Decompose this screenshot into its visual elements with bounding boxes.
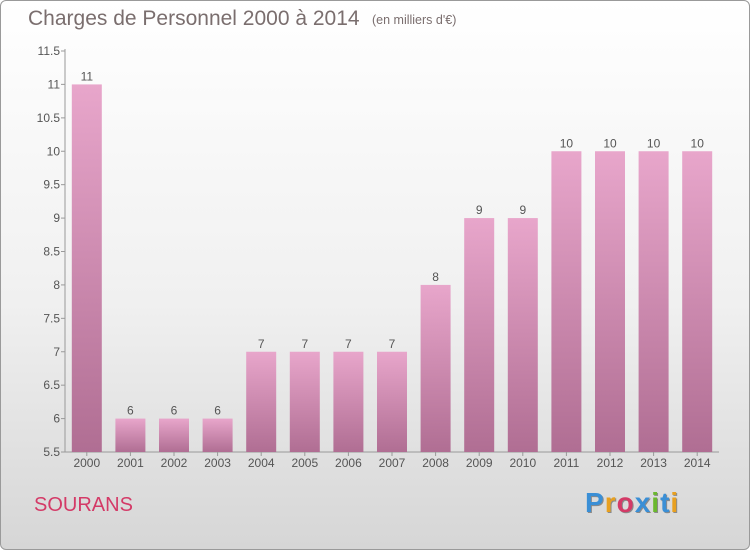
x-tick-label: 2007 — [379, 456, 406, 470]
x-tick-label: 2000 — [73, 456, 100, 470]
bar — [159, 418, 189, 452]
x-tick-label: 2009 — [466, 456, 493, 470]
x-tick-label: 2008 — [422, 456, 449, 470]
bar — [420, 284, 451, 452]
y-tick-label: 7.5 — [43, 311, 60, 325]
x-tick-label: 2006 — [335, 456, 362, 470]
bar — [551, 151, 582, 452]
y-tick-label: 7 — [53, 345, 60, 359]
x-tick-label: 2010 — [509, 456, 536, 470]
logo-letter: i — [670, 487, 680, 518]
x-tick-label: 2013 — [640, 456, 667, 470]
y-tick-label: 9 — [53, 211, 60, 225]
data-label: 7 — [389, 337, 396, 351]
bar — [507, 218, 538, 452]
chart-title: Charges de Personnel 2000 à 2014 — [28, 7, 360, 30]
x-tick-label: 2001 — [117, 456, 144, 470]
y-tick-label: 11 — [48, 77, 61, 91]
y-tick-label: 11.5 — [38, 44, 61, 58]
y-tick-label: 5.5 — [43, 445, 60, 459]
logo-letter: o — [616, 487, 635, 518]
y-tick-label: 8 — [53, 278, 60, 292]
bar — [289, 351, 320, 452]
data-label: 9 — [519, 203, 526, 217]
chart-subtitle: (en milliers d'€) — [372, 13, 457, 27]
y-tick-label: 6.5 — [43, 378, 60, 392]
data-label: 10 — [691, 136, 705, 150]
logo-letter: P — [585, 487, 605, 518]
x-tick-label: 2012 — [597, 456, 624, 470]
x-tick-label: 2004 — [248, 456, 275, 470]
data-label: 10 — [560, 136, 574, 150]
bar — [595, 151, 625, 452]
data-label: 7 — [258, 337, 265, 351]
bar — [333, 351, 364, 452]
y-tick-label: 9.5 — [43, 178, 60, 192]
y-tick-label: 6 — [53, 412, 60, 426]
data-label: 11 — [81, 69, 94, 83]
x-tick-label: 2014 — [684, 456, 711, 470]
bar — [115, 418, 146, 452]
data-label: 10 — [603, 136, 617, 150]
y-tick-label: 8.5 — [43, 245, 60, 259]
data-label: 7 — [301, 337, 308, 351]
data-label: 10 — [647, 136, 661, 150]
proxiti-logo[interactable]: Proxiti — [585, 487, 679, 519]
bar — [638, 151, 669, 452]
bar — [464, 218, 495, 452]
data-label: 6 — [127, 404, 134, 418]
x-tick-label: 2005 — [291, 456, 318, 470]
logo-letter: r — [604, 487, 617, 518]
plot-area: 5.5 6 6.5 7 7.5 8 8.5 9 9.5 10 10.5 11 11.5 11 2000 6 20… — [37, 44, 719, 470]
bar — [202, 418, 233, 452]
data-label: 7 — [345, 337, 352, 351]
x-tick-label: 2011 — [553, 456, 579, 470]
y-tick-label: 10.5 — [37, 111, 61, 125]
bar — [377, 351, 407, 452]
data-label: 8 — [432, 270, 439, 284]
x-tick-label: 2002 — [161, 456, 188, 470]
commune-name: SOURANS — [34, 494, 133, 516]
logo-letter: t — [660, 487, 671, 518]
data-label: 6 — [171, 404, 178, 418]
logo-letter: i — [651, 487, 661, 518]
bar — [682, 151, 713, 452]
logo-letter: x — [634, 487, 652, 518]
bar — [71, 84, 102, 453]
data-label: 6 — [214, 404, 221, 418]
x-tick-label: 2003 — [204, 456, 231, 470]
bar — [246, 351, 277, 452]
y-tick-label: 10 — [47, 144, 61, 158]
data-label: 9 — [476, 203, 483, 217]
